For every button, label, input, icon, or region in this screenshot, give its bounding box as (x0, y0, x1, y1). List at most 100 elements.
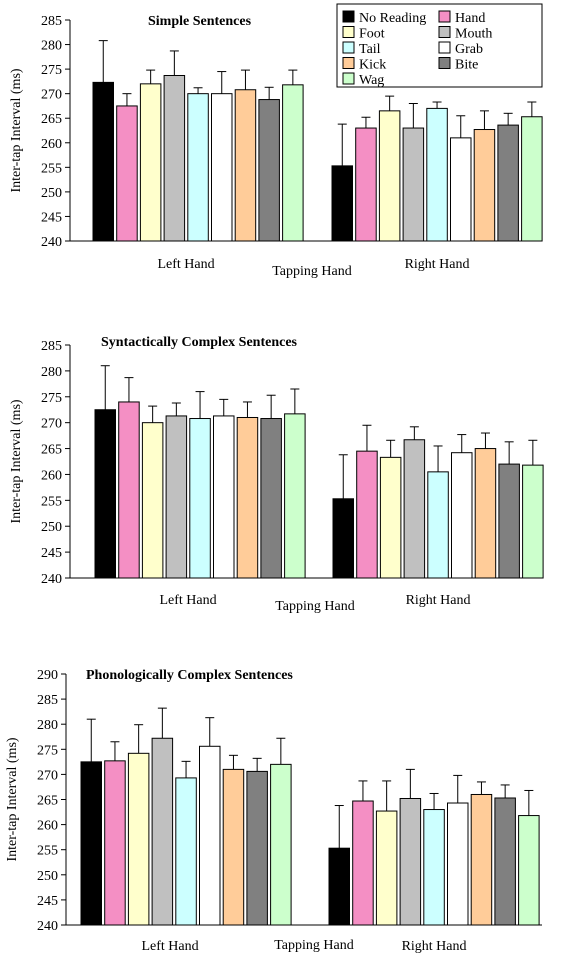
y-tick-label: 245 (41, 210, 62, 225)
bar-left-hand-mouth (165, 415, 188, 579)
chart-title: Simple Sentences (148, 14, 252, 29)
bar-left-hand-wag (282, 84, 304, 242)
bar-right-hand-mouth (402, 127, 425, 242)
bar-left-hand-hand (104, 760, 126, 926)
legend-label-kick: Kick (359, 58, 386, 73)
y-tick-label: 260 (41, 137, 62, 152)
y-tick-label: 255 (41, 494, 62, 509)
bar-left-hand-tail (189, 418, 211, 579)
bar-right-hand-foot (375, 810, 398, 926)
y-tick-label: 265 (41, 112, 62, 127)
y-tick-label: 280 (41, 39, 62, 54)
legend-swatch-no-reading (342, 10, 355, 23)
legend-swatch-hand (438, 10, 451, 23)
y-axis-label: Inter-tap Interval (ms) (5, 737, 20, 861)
bar-left-hand-no-reading (94, 409, 116, 579)
bar-left-hand-no-reading (80, 761, 102, 926)
legend-label-mouth: Mouth (455, 27, 492, 42)
bar-left-hand-bite (246, 770, 268, 926)
legend-swatch-bite (438, 57, 451, 69)
bar-left-hand-foot (141, 422, 164, 579)
bar-left-hand-no-reading (92, 81, 114, 242)
bar-right-hand-hand (352, 800, 374, 926)
bar-left-hand-grab (199, 745, 221, 926)
chart-phonologically-complex: 240 245 250 255 260 265 270 275 280 285 290 Left Ha… (5, 668, 542, 954)
y-tick-label: 285 (41, 339, 62, 354)
bar-right-hand-hand (356, 450, 378, 579)
y-tick-label: 265 (37, 794, 58, 809)
bar-left-hand-grab (211, 93, 233, 242)
legend-swatch-foot (342, 26, 355, 38)
y-tick-label: 260 (37, 819, 58, 834)
group-label-right-hand: Right Hand (405, 257, 470, 272)
bar-right-hand-mouth (399, 797, 422, 926)
bar-right-hand-no-reading (332, 498, 354, 579)
bar-left-hand-foot (139, 83, 162, 242)
legend-label-no-reading: No Reading (359, 11, 426, 26)
bar-right-hand-foot (378, 110, 401, 242)
bar-right-hand-bite (497, 124, 519, 242)
bar-right-hand-tail (426, 107, 448, 242)
bar-right-hand-tail (427, 471, 449, 579)
y-tick-label: 240 (41, 572, 62, 587)
bar-right-hand-tail (423, 809, 445, 926)
bar-right-hand-grab (451, 452, 473, 579)
legend-swatch-wag (342, 72, 355, 85)
bar-right-hand-no-reading (328, 847, 350, 926)
legend-label-grab: Grab (455, 42, 483, 57)
bar-left-hand-foot (127, 752, 150, 926)
y-tick-label: 285 (37, 693, 58, 708)
y-tick-label: 280 (37, 718, 58, 733)
chart-simple-sentences: 240 245 250 255 260 265 270 275 280 285 Left Hand R… (9, 3, 543, 279)
y-tick-label: 240 (41, 235, 62, 250)
y-tick-label: 270 (37, 768, 58, 783)
bar-right-hand-grab (450, 137, 472, 242)
x-axis-label: Tapping Hand (272, 264, 352, 279)
bar-left-hand-grab (213, 415, 235, 579)
y-tick-label: 280 (41, 365, 62, 380)
bar-right-hand-kick (474, 448, 497, 579)
bar-left-hand-kick (234, 89, 257, 242)
y-tick-label: 275 (37, 743, 58, 758)
y-tick-label: 265 (41, 443, 62, 458)
legend-label-foot: Foot (359, 27, 385, 42)
group-label-right-hand: Right Hand (406, 593, 471, 608)
x-axis-label: Tapping Hand (274, 938, 354, 953)
legend-swatch-mouth (438, 26, 451, 38)
legend-label-hand: Hand (455, 11, 485, 26)
group-label-left-hand: Left Hand (159, 593, 216, 608)
bar-left-hand-tail (187, 93, 209, 242)
group-label-left-hand: Left Hand (141, 939, 198, 954)
bar-right-hand-wag (521, 116, 543, 242)
y-axis-label: Inter-tap Interval (ms) (9, 399, 24, 523)
legend-label-wag: Wag (359, 73, 384, 88)
legend-label-tail: Tail (359, 42, 381, 57)
y-tick-label: 250 (41, 186, 62, 201)
bar-right-hand-kick (473, 129, 496, 242)
bar-left-hand-hand (118, 401, 140, 579)
legend-label-bite: Bite (455, 58, 478, 73)
bar-right-hand-foot (379, 456, 402, 579)
bar-right-hand-grab (447, 802, 469, 926)
bar-left-hand-bite (260, 418, 282, 579)
bar-right-hand-bite (498, 463, 520, 579)
bar-right-hand-no-reading (331, 165, 353, 242)
y-tick-label: 245 (41, 546, 62, 561)
bar-right-hand-hand (355, 127, 377, 242)
legend-swatch-grab (438, 41, 451, 54)
chart-syntactically-complex: 240 245 250 255 260 265 270 275 280 285 Left Hand R… (9, 335, 544, 614)
y-tick-label: 270 (41, 88, 62, 103)
bar-right-hand-wag (518, 815, 540, 926)
bar-left-hand-kick (236, 416, 259, 579)
group-label-right-hand: Right Hand (402, 939, 467, 954)
chart-title: Syntactically Complex Sentences (101, 335, 298, 350)
bar-left-hand-wag (284, 413, 306, 579)
bar-left-hand-mouth (163, 74, 186, 242)
y-tick-label: 245 (37, 894, 58, 909)
bar-right-hand-mouth (403, 439, 426, 579)
bar-left-hand-tail (175, 777, 197, 926)
bar-left-hand-hand (116, 105, 138, 242)
bar-left-hand-bite (258, 99, 280, 242)
y-axis-label: Inter-tap Interval (ms) (9, 68, 24, 192)
bar-right-hand-bite (494, 797, 516, 926)
